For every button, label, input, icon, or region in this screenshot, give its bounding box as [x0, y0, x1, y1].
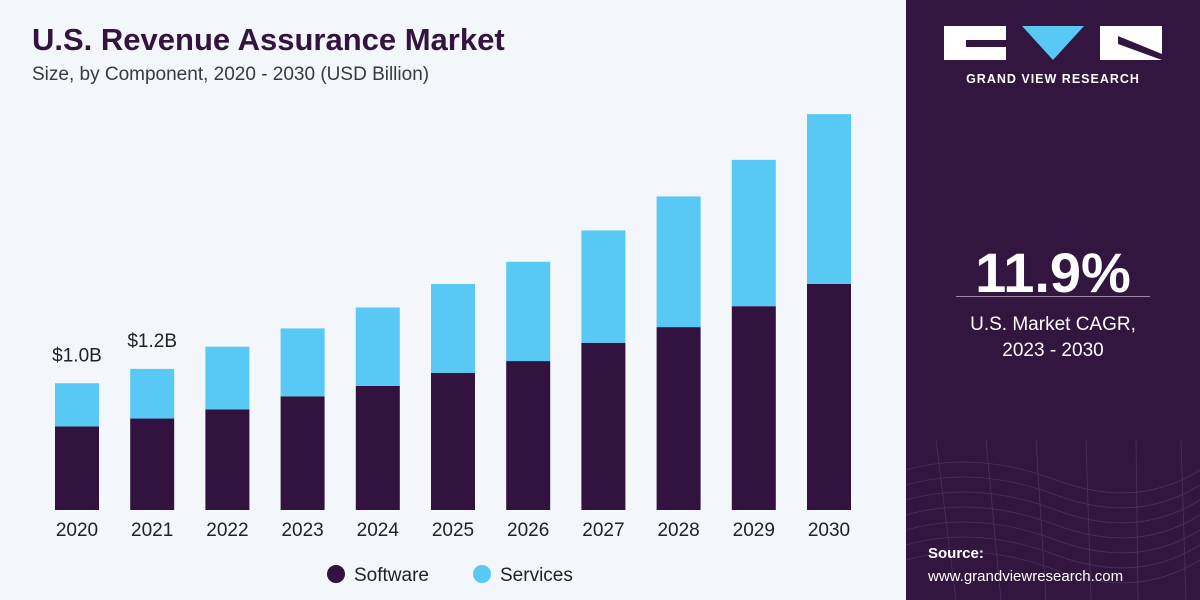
bar-software-2021	[130, 418, 175, 510]
stacked-bar-chart: 2020 2021 2022 2023 2024 2025 2026 2027 2028 2029…	[52, 114, 851, 586]
cagr-label-line1: U.S. Market CAGR,	[970, 314, 1136, 335]
x-tick-label-2025: 2025	[432, 520, 474, 541]
bar-services-2026	[506, 261, 551, 362]
bar-services-2022	[205, 346, 250, 410]
legend-label-services: Services	[500, 565, 573, 586]
info-panel: GRAND VIEW RESEARCH 11.9% U.S. Market CA…	[906, 0, 1200, 600]
chart-title: U.S. Revenue Assurance Market	[32, 22, 505, 57]
divider	[956, 296, 1150, 297]
x-tick-label-2024: 2024	[357, 520, 400, 541]
x-tick-label-2021: 2021	[131, 520, 173, 541]
bar-services-2023	[280, 328, 325, 397]
legend-label-software: Software	[354, 565, 429, 586]
cagr-label: U.S. Market CAGR, 2023 - 2030	[906, 312, 1200, 364]
data-label-2021: $1.2B	[127, 331, 177, 352]
bar-services-2025	[431, 283, 475, 373]
bar-services-2020	[55, 383, 99, 427]
bar-services-2027	[581, 230, 626, 343]
bar-software-2027	[581, 342, 626, 510]
bar-software-2030	[807, 283, 851, 510]
x-tick-label-2028: 2028	[657, 520, 699, 541]
source-label: Source:	[928, 545, 984, 562]
bar-software-2022	[205, 409, 250, 510]
x-tick-label-2023: 2023	[281, 520, 323, 541]
brand-name: GRAND VIEW RESEARCH	[966, 72, 1140, 86]
bar-services-2029	[731, 159, 776, 307]
bar-services-2021	[130, 368, 175, 419]
bar-software-2024	[355, 385, 400, 510]
legend-marker-software	[327, 565, 345, 583]
cagr-label-line2: 2023 - 2030	[1002, 340, 1104, 361]
data-label-2020: $1.0B	[52, 345, 102, 366]
bar-software-2023	[280, 396, 325, 510]
bar-software-2020	[55, 426, 99, 510]
source-url[interactable]: www.grandviewresearch.com	[928, 568, 1124, 585]
bar-software-2025	[431, 372, 475, 510]
wave-pattern-decoration	[906, 440, 1200, 600]
bar-software-2029	[731, 306, 776, 510]
x-tick-label-2030: 2030	[808, 520, 850, 541]
bar-software-2026	[506, 361, 551, 510]
bar-services-2024	[355, 307, 400, 386]
x-tick-label-2022: 2022	[206, 520, 248, 541]
legend-marker-services	[473, 565, 491, 583]
cagr-value: 11.9%	[975, 241, 1131, 304]
x-tick-label-2026: 2026	[507, 520, 549, 541]
gvr-logo	[944, 26, 1162, 60]
bar-services-2030	[807, 114, 851, 284]
chart-subtitle: Size, by Component, 2020 - 2030 (USD Bil…	[32, 64, 430, 85]
bar-services-2028	[656, 196, 701, 328]
x-tick-label-2020: 2020	[56, 520, 98, 541]
x-tick-label-2027: 2027	[582, 520, 624, 541]
x-tick-label-2029: 2029	[733, 520, 775, 541]
bar-software-2028	[656, 327, 701, 510]
chart-panel: U.S. Revenue Assurance Market Size, by C…	[32, 22, 851, 586]
